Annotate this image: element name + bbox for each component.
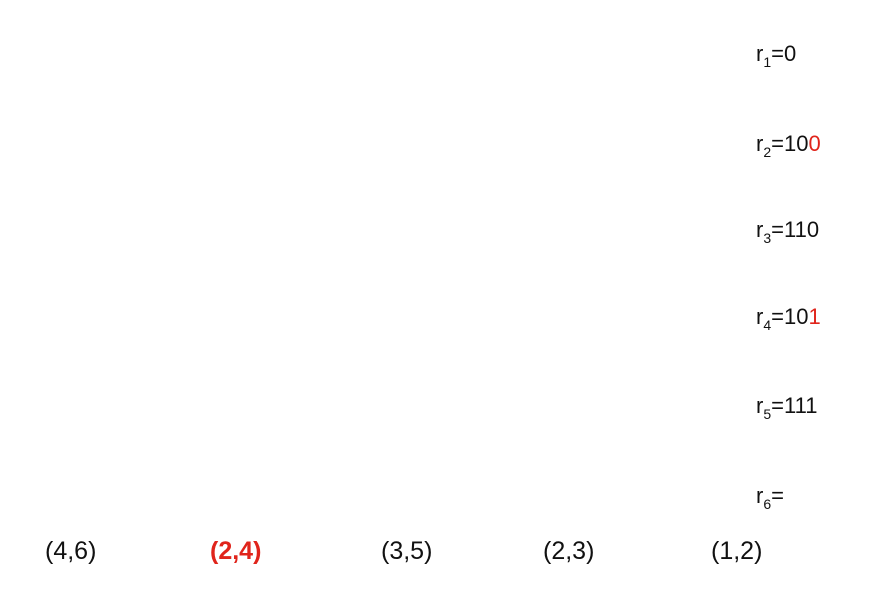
register-equals: =: [771, 41, 784, 66]
pair-item: (2,3): [543, 537, 595, 565]
register-r3: r3=110: [756, 216, 820, 246]
register-equals: =: [771, 393, 784, 418]
register-subscript: 2: [763, 144, 772, 160]
register-subscript: 6: [763, 496, 772, 512]
register-subscript: 5: [763, 406, 772, 422]
register-r2: r2=100: [756, 130, 821, 160]
register-value: 110: [783, 217, 820, 242]
register-name: r: [756, 393, 764, 418]
register-r1: r1=0: [756, 40, 797, 70]
register-equals: =: [771, 131, 784, 156]
register-subscript: 3: [763, 230, 772, 246]
register-value-highlight: 0: [808, 131, 821, 156]
register-value: 10: [783, 304, 809, 329]
pair-item: (1,2): [711, 537, 763, 565]
register-r4: r4=101: [756, 303, 821, 333]
register-name: r: [756, 41, 764, 66]
pair-item-highlighted: (2,4): [210, 537, 262, 565]
register-value: 0: [783, 41, 797, 66]
register-name: r: [756, 483, 764, 508]
register-r6: r6=: [756, 482, 784, 512]
register-value: 10: [783, 131, 809, 156]
register-value-highlight: 1: [808, 304, 821, 329]
pair-item: (3,5): [381, 537, 433, 565]
register-equals: =: [771, 304, 784, 329]
register-r5: r5=111: [756, 392, 818, 422]
register-value: 111: [783, 393, 818, 418]
register-subscript: 1: [763, 54, 772, 70]
register-name: r: [756, 217, 764, 242]
register-subscript: 4: [763, 317, 772, 333]
register-equals: =: [771, 483, 784, 508]
register-equals: =: [771, 217, 784, 242]
register-name: r: [756, 304, 764, 329]
register-name: r: [756, 131, 764, 156]
pair-item: (4,6): [45, 537, 97, 565]
